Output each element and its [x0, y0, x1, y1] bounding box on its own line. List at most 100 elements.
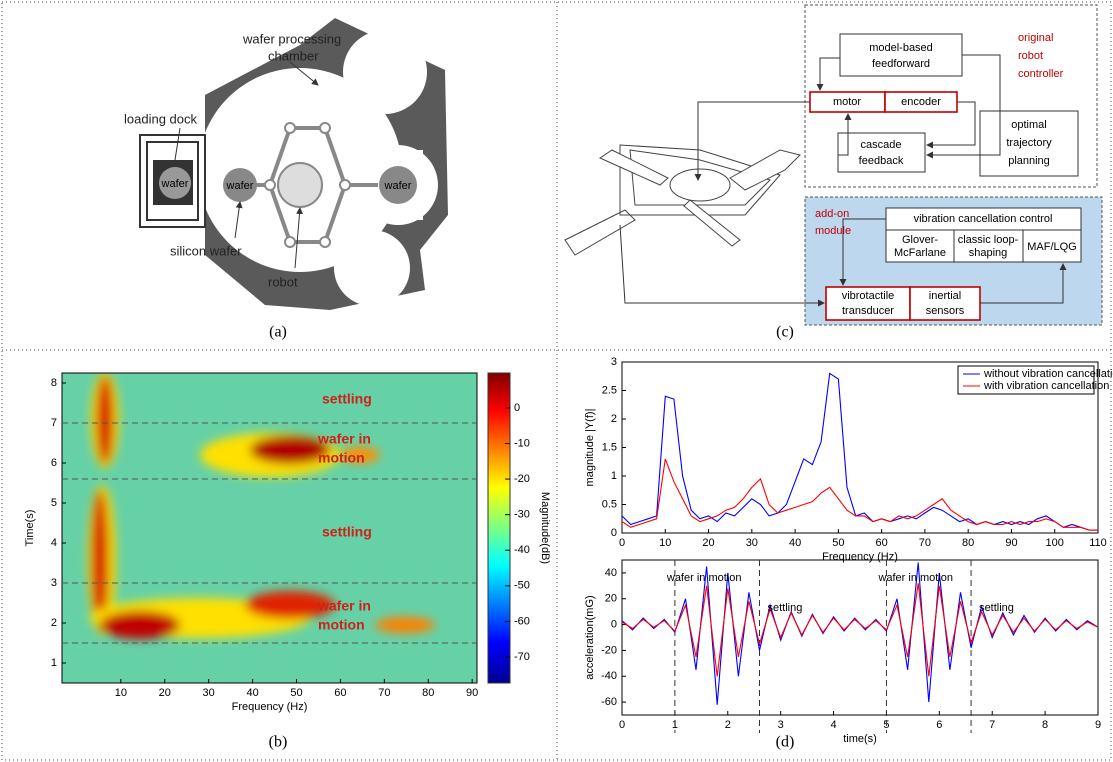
label: vibrotactile	[842, 290, 895, 302]
y-tick-label: 2.5	[602, 384, 617, 396]
label: wafer	[226, 180, 254, 192]
y-tick-label: 7	[51, 417, 57, 429]
legend-label: without vibration cancellation	[983, 368, 1113, 380]
x-tick-label: 20	[159, 687, 171, 699]
label: loading dock	[124, 111, 197, 126]
y-tick-label: 20	[605, 593, 617, 605]
x-tick-label: 4	[830, 719, 836, 731]
label: original	[1018, 32, 1053, 44]
y-axis-label: Time(s)	[24, 510, 36, 547]
label: McFarlane	[894, 247, 946, 259]
y-tick-label: 1	[51, 657, 57, 669]
x-tick-label: 2	[725, 719, 731, 731]
label: encoder	[901, 96, 941, 108]
x-tick-label: 80	[422, 687, 434, 699]
colorbar-tick-label: -70	[514, 651, 530, 663]
x-tick-label: 40	[789, 537, 801, 549]
label: shaping	[969, 247, 1008, 259]
x-tick-label: 30	[746, 537, 758, 549]
annotation: settling	[979, 602, 1014, 614]
label: wafer processing	[242, 31, 341, 46]
colorbar-label: Magnitude(dB)	[539, 492, 551, 564]
x-tick-label: 10	[115, 687, 127, 699]
caption: (c)	[776, 324, 794, 341]
y-tick-label: 6	[51, 457, 57, 469]
y-tick-label: 4	[51, 537, 57, 549]
series-line	[621, 372, 1098, 531]
x-tick-label: 7	[989, 719, 995, 731]
plot-box	[621, 559, 1099, 716]
label: silicon wafer	[170, 243, 242, 258]
y-tick-label: -60	[601, 696, 617, 708]
x-tick-label: 110	[1089, 537, 1107, 549]
x-tick-label: 6	[936, 719, 942, 731]
x-tick-label: 90	[1005, 537, 1017, 549]
y-tick-label: -40	[601, 670, 617, 682]
label: trajectory	[1006, 137, 1052, 149]
label: classic loop-	[958, 234, 1019, 246]
y-tick-label: 1	[611, 470, 617, 482]
annotation: wafer in	[317, 431, 371, 447]
y-tick-label: 3	[611, 356, 617, 368]
annotation: settling	[322, 391, 372, 407]
label: vibration cancellation control	[914, 213, 1053, 225]
colorbar-tick-label: -50	[514, 580, 530, 592]
colorbar-tick-label: -60	[514, 615, 530, 627]
caption: (a)	[269, 324, 287, 341]
colorbar	[487, 372, 511, 684]
x-tick-label: 8	[1042, 719, 1048, 731]
label: cascade	[861, 139, 902, 151]
label: planning	[1008, 155, 1050, 167]
x-tick-label: 90	[466, 687, 478, 699]
colorbar-tick-label: -40	[514, 544, 530, 556]
y-tick-label: 3	[51, 577, 57, 589]
colorbar-tick-label: -20	[514, 473, 530, 485]
label: Glover-	[902, 234, 938, 246]
label: controller	[1018, 68, 1064, 80]
series-line	[621, 583, 1099, 677]
label: feedback	[859, 155, 904, 167]
y-tick-label: 5	[51, 497, 57, 509]
y-tick-label: 1.5	[602, 441, 617, 453]
y-tick-label: 0	[611, 527, 617, 539]
label: feedforward	[872, 58, 930, 70]
annotation: wafer in motion	[666, 572, 742, 584]
label: inertial	[929, 290, 961, 302]
label: transducer	[842, 305, 894, 317]
annotation: wafer in motion	[877, 572, 953, 584]
legend	[957, 365, 1095, 395]
label: model-based	[869, 42, 933, 54]
legend-label: with vibration cancellation	[983, 380, 1109, 392]
annotation: wafer in	[317, 598, 371, 614]
x-tick-label: 100	[1046, 537, 1064, 549]
chamber-diagram: wafer processing chamber loading dock wa…	[124, 18, 448, 310]
x-tick-label: 70	[919, 537, 931, 549]
y-tick-label: 40	[605, 567, 617, 579]
x-tick-label: 60	[334, 687, 346, 699]
label: MAF/LQG	[1027, 241, 1077, 253]
y-tick-label: 8	[51, 377, 57, 389]
x-tick-label: 10	[659, 537, 671, 549]
label: optimal	[1011, 119, 1046, 131]
x-tick-label: 20	[702, 537, 714, 549]
x-tick-label: 40	[246, 687, 258, 699]
series-line	[621, 562, 1099, 705]
series-line	[621, 458, 1098, 531]
label: chamber	[268, 48, 319, 63]
label: wafer	[384, 180, 412, 192]
label: motor	[833, 96, 861, 108]
controller-diagram: model-based feedforward motor encoder ca…	[564, 4, 1103, 326]
annotation: settling	[322, 524, 372, 540]
label: sensors	[926, 305, 965, 317]
y-axis-label: magnitude |Y(f)|	[584, 409, 596, 487]
label: robot	[1018, 50, 1043, 62]
x-tick-label: 60	[876, 537, 888, 549]
x-tick-label: 30	[203, 687, 215, 699]
colorbar-tick-label: -10	[514, 437, 530, 449]
x-axis-label: time(s)	[843, 733, 877, 745]
x-axis-label: Frequency (Hz)	[232, 701, 308, 713]
spectrogram	[62, 373, 477, 683]
x-tick-label: 0	[619, 537, 625, 549]
annotation: motion	[318, 617, 365, 633]
